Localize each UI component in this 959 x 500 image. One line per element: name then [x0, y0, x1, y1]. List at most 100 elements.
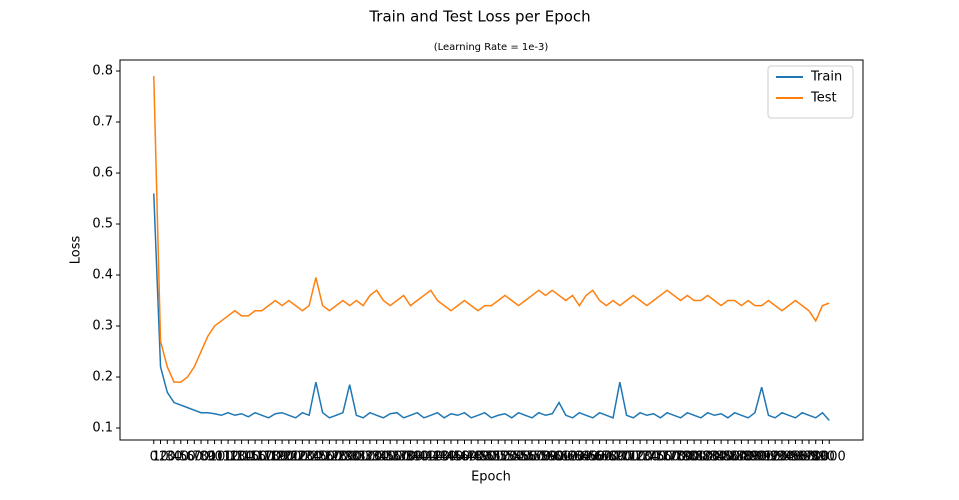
x-tick-label: 320 — [358, 450, 383, 465]
x-tick-label: 560 — [520, 450, 545, 465]
x-tick-label: 380 — [398, 450, 423, 465]
x-tick-label: 950 — [783, 450, 808, 465]
x-tick-label: 740 — [641, 450, 666, 465]
x-tick-label: 440 — [439, 450, 464, 465]
x-tick-label: 120 — [222, 450, 247, 465]
plot-frame — [119, 59, 864, 441]
x-tick-label: 0 — [150, 450, 158, 465]
y-tick-label: 0.5 — [92, 217, 113, 232]
y-tick-label: 0.7 — [92, 115, 113, 130]
x-tick-label: 780 — [668, 450, 693, 465]
x-tick-label: 840 — [709, 450, 734, 465]
x-tick-label: 650 — [580, 450, 605, 465]
x-tick-label: 770 — [661, 450, 686, 465]
x-tick-label: 210 — [283, 450, 308, 465]
x-tick-label: 90 — [206, 450, 223, 465]
x-tick-label: 50 — [179, 450, 196, 465]
x-tick-label: 700 — [614, 450, 639, 465]
x-tick-label: 250 — [310, 450, 335, 465]
x-tick-label: 70 — [193, 450, 210, 465]
x-tick-label: 220 — [290, 450, 315, 465]
x-tick-label: 310 — [351, 450, 376, 465]
x-tick-label: 570 — [526, 450, 551, 465]
x-tick-label: 590 — [540, 450, 565, 465]
x-axis-label: Epoch — [471, 470, 511, 485]
chart-title: Train and Test Loss per Epoch — [368, 8, 590, 26]
x-tick-label: 60 — [186, 450, 203, 465]
x-tick-label: 460 — [452, 450, 477, 465]
x-tick-label: 990 — [810, 450, 835, 465]
x-tick-label: 830 — [702, 450, 727, 465]
x-tick-label: 290 — [337, 450, 362, 465]
x-tick-label: 910 — [756, 450, 781, 465]
y-tick-label: 0.6 — [92, 166, 113, 181]
x-tick-label: 340 — [371, 450, 396, 465]
x-tick-label: 300 — [344, 450, 369, 465]
x-tick-label: 600 — [547, 450, 572, 465]
x-tick-label: 710 — [621, 450, 646, 465]
x-tick-label: 100 — [209, 450, 234, 465]
x-tick-label: 500 — [479, 450, 504, 465]
x-tick-label: 980 — [803, 450, 828, 465]
x-tick-label: 890 — [743, 450, 768, 465]
x-tick-label: 870 — [729, 450, 754, 465]
legend: Train Test — [767, 65, 854, 119]
x-tick-label: 270 — [324, 450, 349, 465]
y-tick-label: 0.4 — [92, 268, 113, 283]
x-tick-label: 200 — [276, 450, 301, 465]
legend-label: Train — [810, 70, 842, 85]
x-tick-label: 510 — [486, 450, 511, 465]
x-tick-label: 470 — [459, 450, 484, 465]
line-series — [153, 76, 830, 383]
x-tick-label: 110 — [216, 450, 241, 465]
x-tick-label: 960 — [790, 450, 815, 465]
x-tick-label: 680 — [601, 450, 626, 465]
x-tick-label: 20 — [159, 450, 176, 465]
legend-box — [767, 65, 854, 119]
x-tick-label: 130 — [229, 450, 254, 465]
chart-subtitle: (Learning Rate = 1e-3) — [434, 42, 549, 53]
x-tick-label: 790 — [675, 450, 700, 465]
x-tick-label: 580 — [533, 450, 558, 465]
x-tick-label: 900 — [749, 450, 774, 465]
y-tick-label: 0.3 — [92, 319, 113, 334]
x-tick-label: 280 — [330, 450, 355, 465]
x-tick-label: 730 — [634, 450, 659, 465]
y-tick-label: 0.2 — [92, 370, 113, 385]
x-tick-label: 810 — [688, 450, 713, 465]
x-tick-label: 30 — [166, 450, 183, 465]
x-tick-label: 640 — [574, 450, 599, 465]
x-tick-label: 630 — [567, 450, 592, 465]
y-tick-label: 0.8 — [92, 64, 113, 79]
x-tick-label: 690 — [607, 450, 632, 465]
x-tick-label: 180 — [263, 450, 288, 465]
x-tick-label: 800 — [682, 450, 707, 465]
x-tick-label: 850 — [715, 450, 740, 465]
x-tick-label: 880 — [736, 450, 761, 465]
x-tick-label: 420 — [425, 450, 450, 465]
x-tick-label: 670 — [594, 450, 619, 465]
x-tick-label: 360 — [385, 450, 410, 465]
x-tick-label: 80 — [200, 450, 217, 465]
x-tick-label: 550 — [513, 450, 538, 465]
x-tick-label: 190 — [270, 450, 295, 465]
legend-label: Test — [810, 91, 837, 106]
x-tick-label: 430 — [432, 450, 457, 465]
x-tick-label: 540 — [506, 450, 531, 465]
x-tick-label: 400 — [412, 450, 437, 465]
x-tick-label: 230 — [297, 450, 322, 465]
y-tick-label: 0.1 — [92, 421, 113, 436]
x-tick-label: 260 — [317, 450, 342, 465]
x-tick-label: 610 — [553, 450, 578, 465]
line-series — [153, 193, 830, 421]
x-tick-label: 930 — [770, 450, 795, 465]
x-tick-label: 660 — [587, 450, 612, 465]
x-tick-label: 920 — [763, 450, 788, 465]
x-tick-label: 530 — [499, 450, 524, 465]
x-tick-label: 490 — [472, 450, 497, 465]
x-tick-label: 170 — [256, 450, 281, 465]
x-tick-label: 940 — [776, 450, 801, 465]
x-tick-label: 240 — [303, 450, 328, 465]
x-tick-label: 350 — [378, 450, 403, 465]
